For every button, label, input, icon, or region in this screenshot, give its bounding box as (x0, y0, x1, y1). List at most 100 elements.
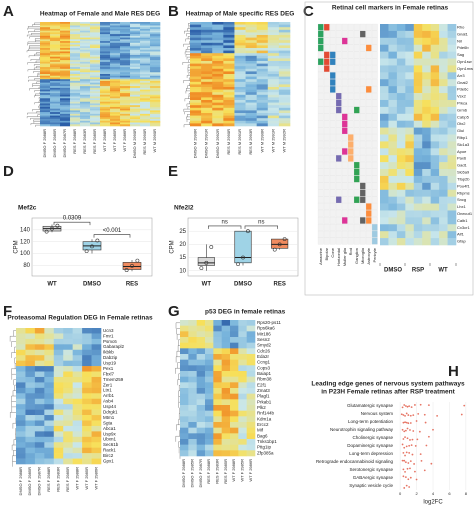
heatmap-cell (234, 113, 246, 116)
heatmap-cell (447, 58, 457, 66)
heatmap-cell (447, 182, 457, 191)
heatmap-cell (130, 124, 141, 127)
heatmap-cell (60, 72, 71, 75)
heatmap-cell (223, 115, 235, 119)
sample-label: DMSO M 2992R (215, 129, 220, 158)
heatmap-cell (72, 409, 83, 416)
heatmap-cell (380, 189, 389, 197)
heatmap-cell (405, 37, 415, 46)
heatmap-cell (278, 68, 291, 72)
annotation-cell (371, 58, 378, 66)
annotation-cell (341, 224, 348, 231)
heatmap-cell (422, 189, 431, 197)
heatmap-cell (110, 103, 121, 106)
heatmap-cell (50, 67, 61, 70)
heatmap-cell (430, 51, 440, 59)
heatmap-cell (90, 58, 101, 61)
heatmap-cell (278, 29, 291, 33)
heatmap-cell (201, 50, 213, 54)
heatmap-cell (60, 77, 71, 80)
heatmap-cell (256, 29, 269, 33)
heatmap-cell (150, 98, 161, 101)
heatmap-cell (267, 92, 280, 96)
dot (415, 478, 418, 481)
heatmap-cell (120, 41, 131, 44)
heatmap-cell (72, 333, 83, 340)
heatmap-cell (53, 453, 64, 459)
panel-title: Retinal cell markers in Female retinas (332, 5, 449, 12)
annotation-cell (347, 217, 354, 224)
cell-type-label: Muller glia (342, 247, 347, 266)
annotation-cell (317, 30, 324, 38)
heatmap-cell (110, 124, 121, 127)
heatmap-cell (90, 113, 101, 116)
heatmap-cell (120, 93, 131, 96)
annotation-cell (353, 148, 360, 155)
heatmap-cell (70, 94, 81, 97)
dot (408, 405, 411, 408)
heatmap-cell (80, 98, 91, 101)
annotation-cell (371, 72, 378, 79)
heatmap-cell (388, 72, 398, 80)
heatmap-cell (130, 89, 141, 92)
heatmap-cell (221, 427, 231, 434)
heatmap-cell (234, 76, 246, 80)
heatmap-cell (380, 182, 389, 191)
category-label: GABAergic synapse (353, 475, 394, 480)
heatmap-cell (40, 25, 51, 28)
heatmap-cell (223, 66, 235, 70)
heatmap-cell (70, 115, 81, 118)
heatmap-cell (70, 63, 81, 66)
heatmap-cell (130, 79, 141, 82)
heatmap-cell (150, 34, 161, 37)
heatmap-cell (212, 22, 224, 25)
gene-label: Slc6a9 (457, 170, 470, 175)
gene-label: Prkca (457, 100, 468, 105)
heatmap-cell (201, 79, 213, 83)
heatmap-cell (245, 120, 257, 124)
heatmap-cell (422, 37, 431, 46)
dot (409, 422, 412, 424)
heatmap-cell (430, 203, 440, 211)
heatmap-cell (245, 53, 257, 57)
heatmap-cell (53, 431, 64, 438)
heatmap-cell (50, 70, 61, 73)
heatmap-cell (180, 342, 189, 349)
dot (402, 451, 405, 454)
heatmap-cell (238, 444, 247, 451)
heatmap-cell (16, 409, 26, 416)
heatmap-cell (80, 42, 91, 45)
heatmap-cell (439, 162, 448, 170)
heatmap-cell (405, 30, 415, 39)
heatmap-cell (91, 425, 102, 432)
heatmap-cell (447, 65, 457, 73)
heatmap-cell (396, 189, 406, 197)
heatmap-cell (100, 72, 111, 75)
heatmap-cell (267, 89, 280, 93)
heatmap-cell (150, 44, 161, 47)
heatmap-cell (180, 416, 189, 423)
gene-label: Ikbkb (103, 350, 114, 355)
heatmap-cell (212, 27, 224, 31)
heatmap-cell (234, 27, 246, 31)
significance-bracket (208, 225, 242, 229)
annotation-cell (329, 155, 336, 162)
group-label: RSP (412, 268, 424, 274)
heatmap-cell (221, 337, 231, 343)
heatmap-cell (267, 74, 280, 77)
heatmap-cell (100, 48, 111, 51)
heatmap-cell (100, 44, 111, 47)
annotation-cell (341, 230, 348, 238)
heatmap-cell (60, 75, 71, 78)
annotation-cell (365, 175, 372, 183)
heatmap-cell (380, 65, 389, 73)
heatmap-cell (140, 22, 151, 25)
point (130, 264, 134, 268)
significance-label: <0.001 (103, 228, 122, 234)
heatmap-cell (212, 94, 224, 98)
heatmap-cell (278, 71, 291, 75)
heatmap-cell (60, 89, 71, 92)
annotation-cell (359, 79, 366, 86)
sample-label: RES F 2988R (46, 467, 51, 492)
heatmap-cell (190, 110, 202, 114)
